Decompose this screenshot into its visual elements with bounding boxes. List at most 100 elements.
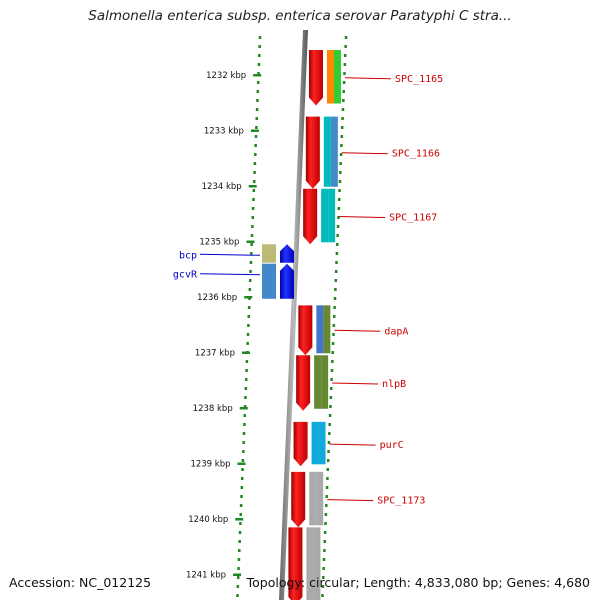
tick-mark	[237, 462, 246, 465]
ring-dot	[339, 153, 343, 156]
ring-dot	[255, 108, 259, 111]
tick-label: 1233 kbp	[204, 127, 244, 137]
tick-ring-dots	[236, 36, 348, 597]
ring-dot	[243, 414, 247, 417]
cds-arrow[interactable]	[293, 421, 308, 467]
ring-dot	[255, 126, 258, 129]
gene-label: nlpB	[382, 379, 406, 390]
tick-mark	[246, 240, 255, 243]
ring-dot	[240, 477, 244, 480]
tick-label: 1232 kbp	[206, 71, 246, 81]
ring-dot	[326, 459, 330, 462]
ring-dot	[255, 117, 258, 120]
ring-dot	[335, 261, 338, 264]
tick-mark	[239, 407, 248, 410]
accession-text: Accession: NC_012125	[9, 575, 152, 590]
cds-arrow[interactable]	[303, 188, 318, 245]
ring-dot	[257, 72, 260, 75]
cds-arrow[interactable]	[280, 244, 294, 263]
gene-label: SPC_1166	[392, 149, 440, 160]
ring-dot	[254, 153, 257, 156]
cds-arrow[interactable]	[288, 527, 303, 600]
ring-dot	[253, 162, 257, 165]
ring-dot	[343, 54, 347, 57]
ring-dot	[243, 405, 247, 408]
ring-dot	[250, 234, 254, 237]
ring-dot	[334, 270, 338, 273]
label-leader	[199, 273, 261, 276]
cog-block	[313, 527, 321, 600]
ring-dot	[236, 576, 240, 579]
ring-dot	[330, 378, 333, 381]
cds-arrow[interactable]	[308, 50, 323, 106]
ring-dot	[242, 432, 246, 435]
ring-dot	[334, 288, 337, 291]
ring-dot	[324, 522, 327, 525]
ring-dot	[322, 558, 326, 561]
ring-dot	[332, 324, 336, 327]
ring-dot	[247, 315, 250, 318]
tick-label: 1236 kbp	[197, 293, 237, 303]
ring-dot	[245, 360, 249, 363]
cds-arrow[interactable]	[291, 471, 306, 528]
ring-dot	[330, 369, 334, 372]
ring-dot	[252, 189, 256, 192]
ring-dot	[344, 45, 347, 48]
cds-arrow[interactable]	[296, 355, 311, 411]
label-leader	[332, 382, 379, 385]
cog-block	[323, 305, 331, 354]
ring-dot	[331, 351, 334, 354]
ring-dot	[242, 450, 245, 453]
ring-dot	[239, 513, 243, 516]
ring-dot	[238, 549, 241, 552]
ring-dot	[323, 531, 327, 534]
topology-text: Topology: circular; Length: 4,833,080 bp…	[246, 575, 590, 590]
ring-dot	[333, 315, 336, 318]
ring-dot	[338, 180, 342, 183]
cds-arrow[interactable]	[280, 263, 294, 299]
cds-arrow[interactable]	[305, 116, 320, 189]
label-leader	[341, 152, 388, 155]
ring-dot	[341, 117, 344, 120]
ring-dot	[238, 531, 242, 534]
ring-dot	[248, 288, 252, 291]
ring-dot	[246, 333, 250, 336]
ring-dot	[332, 333, 335, 336]
ring-dot	[239, 504, 243, 507]
ring-dot	[258, 45, 261, 48]
ring-dot	[322, 576, 325, 579]
ring-dot	[244, 396, 247, 399]
tick-label: 1241 kbp	[186, 571, 226, 581]
function-block	[311, 421, 319, 465]
ring-dot	[340, 135, 344, 138]
ring-dot	[251, 216, 254, 219]
ring-dot	[327, 450, 330, 453]
ring-dot	[321, 594, 324, 597]
tick-mark	[244, 296, 253, 299]
function-block	[314, 355, 322, 409]
tick-label: 1235 kbp	[199, 238, 239, 248]
ring-dot	[256, 81, 260, 84]
cog-block	[330, 116, 338, 187]
ring-dot	[240, 495, 243, 498]
tick-label: 1240 kbp	[188, 515, 228, 525]
ring-dot	[340, 144, 343, 147]
tick-label: 1234 kbp	[202, 182, 242, 192]
tick-label: 1239 kbp	[190, 460, 230, 470]
ring-dot	[252, 180, 256, 183]
map-title: Salmonella enterica subsp. enterica sero…	[88, 8, 512, 24]
gene-features[interactable]	[262, 50, 341, 600]
ring-dot	[236, 594, 239, 597]
function-block	[321, 188, 329, 243]
ring-dot	[323, 540, 327, 543]
ring-dot	[252, 198, 255, 201]
function-block	[306, 527, 314, 600]
ring-dot	[241, 459, 245, 462]
label-leader	[339, 216, 386, 219]
ring-dot	[245, 369, 248, 372]
ring-dot	[243, 423, 246, 426]
ring-dot	[333, 297, 337, 300]
cds-arrow[interactable]	[298, 305, 313, 356]
label-leader	[329, 443, 376, 446]
